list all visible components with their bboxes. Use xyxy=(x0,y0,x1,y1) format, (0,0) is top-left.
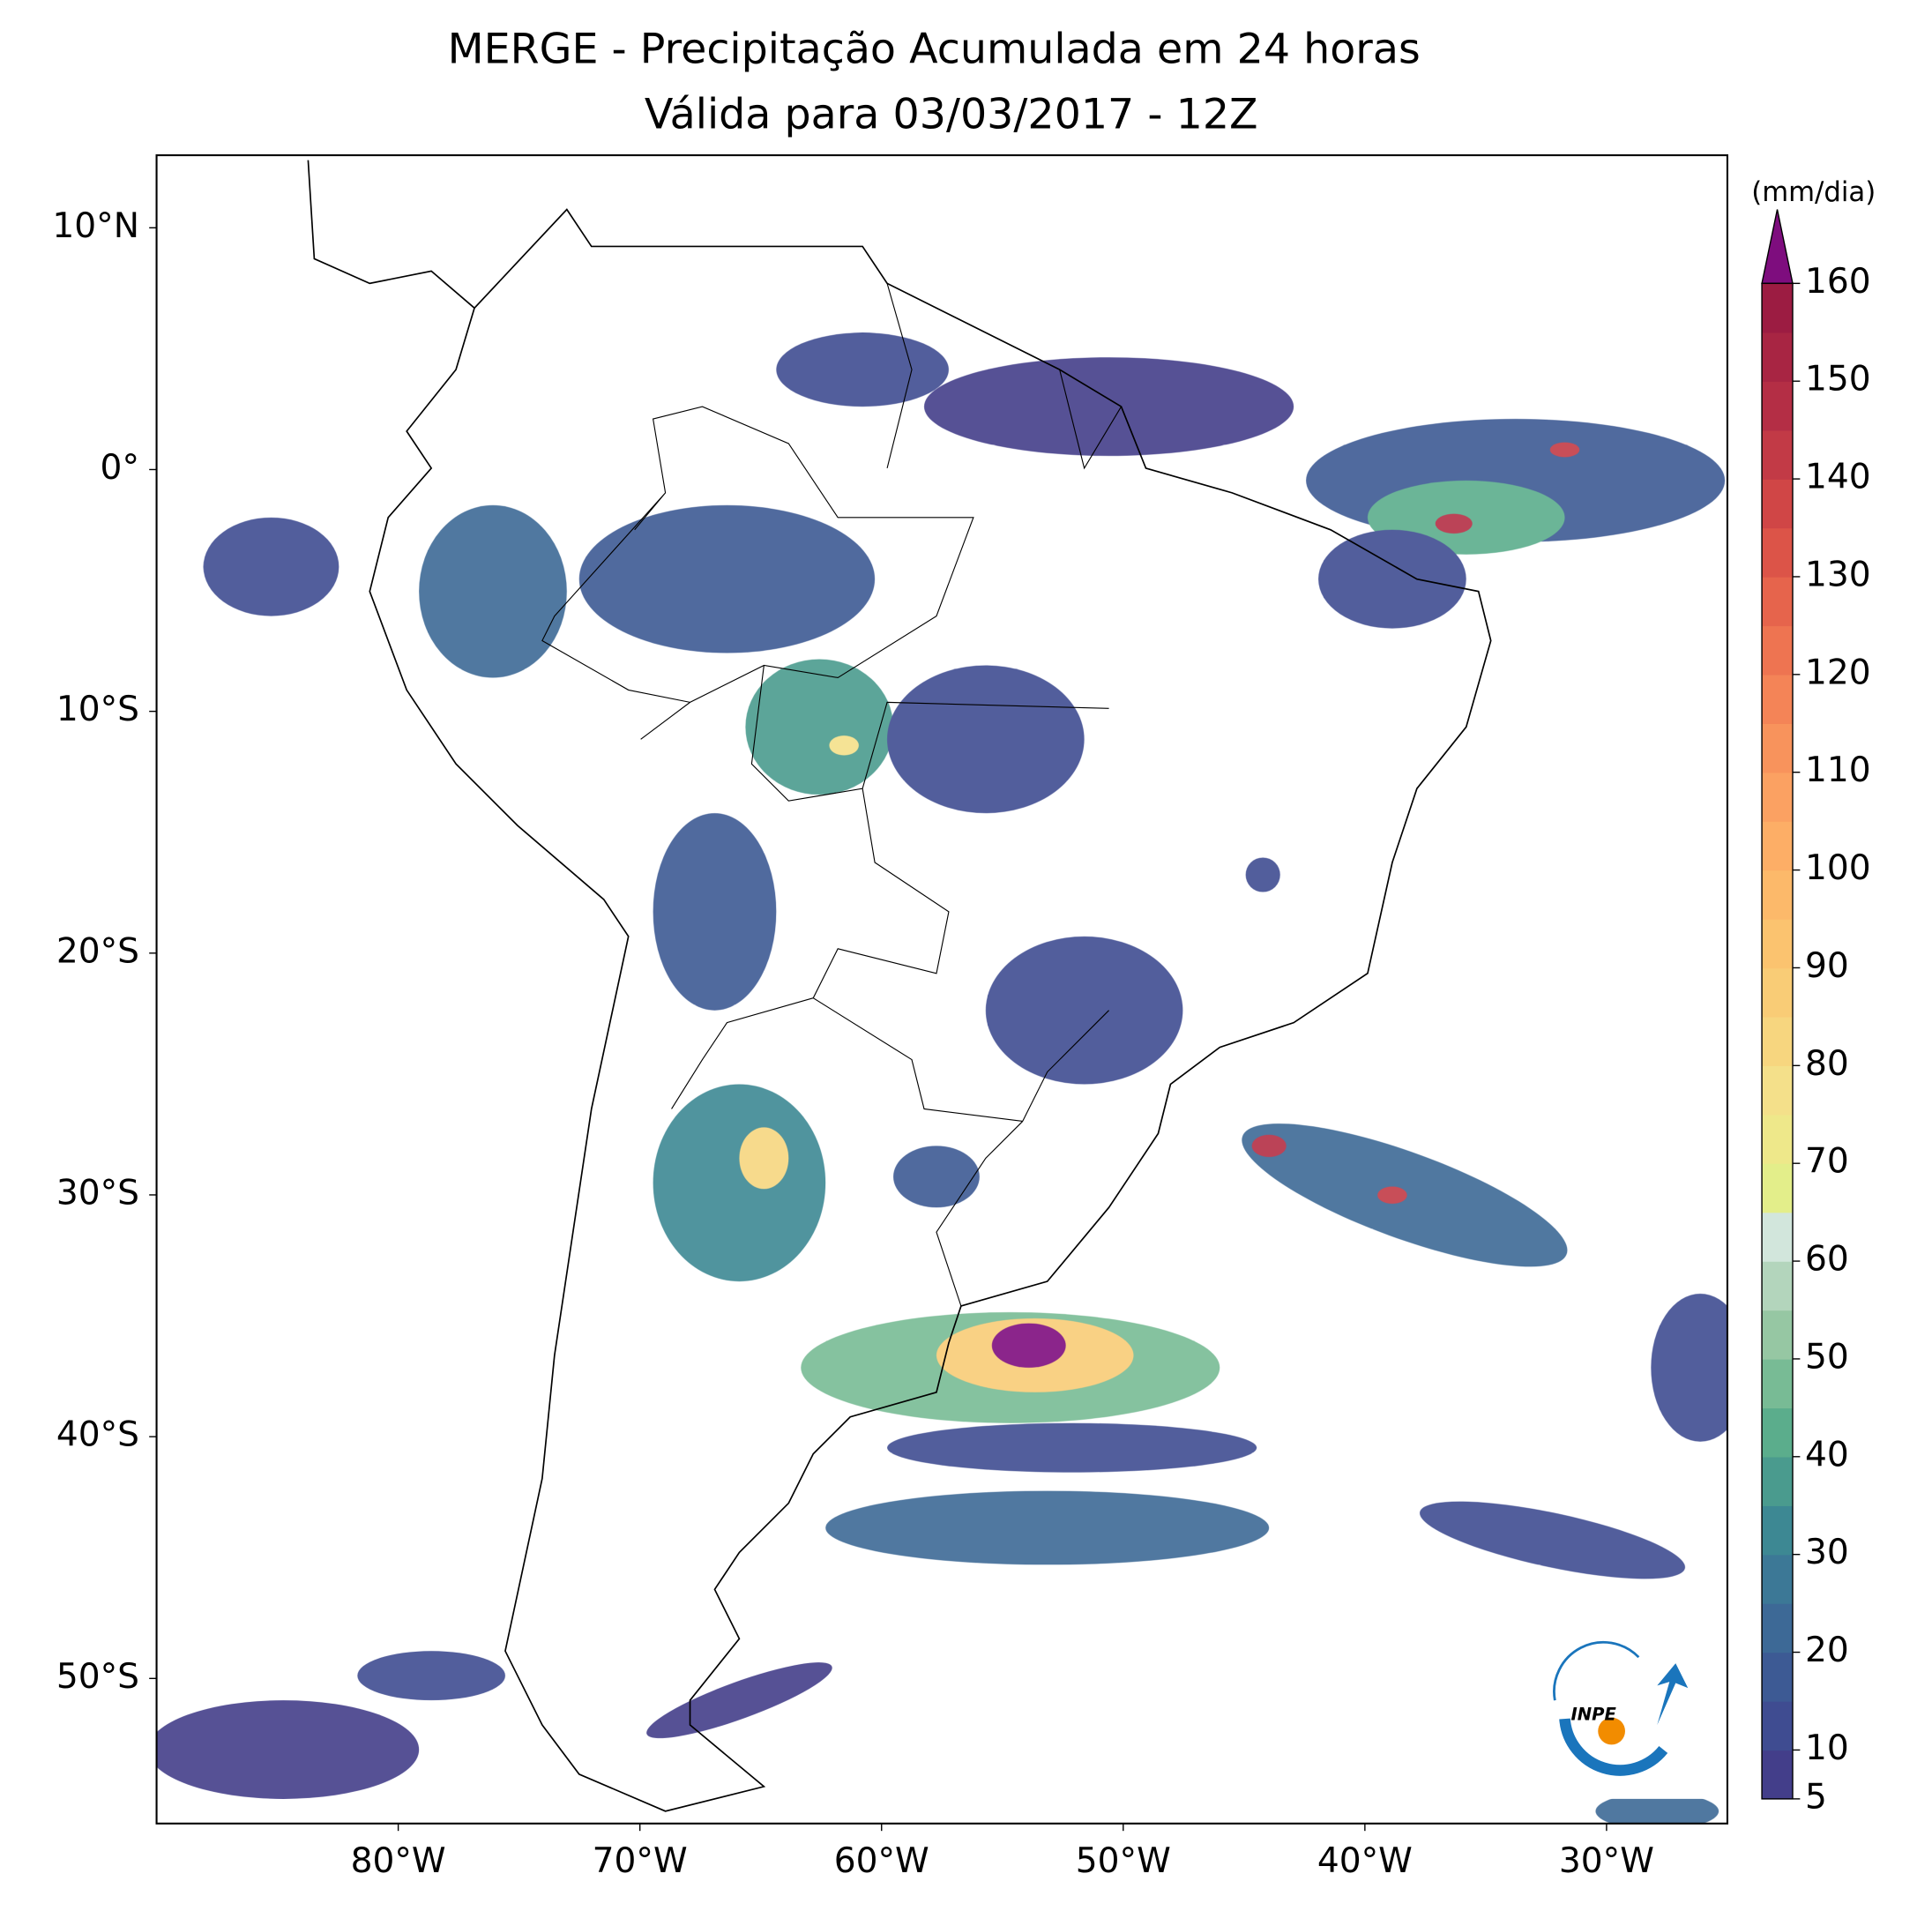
colorbar-segment xyxy=(1762,625,1793,676)
colorbar-segment xyxy=(1762,1212,1793,1262)
borders xyxy=(541,283,1123,1307)
colorbar-segment xyxy=(1762,723,1793,773)
colorbar-segment xyxy=(1762,772,1793,822)
colorbar-tick-label: 130 xyxy=(1805,555,1871,594)
colorbar-tick-label: 100 xyxy=(1805,848,1871,888)
colorbar-tick-label: 20 xyxy=(1805,1631,1849,1670)
subtitle: Válida para 03/03/2017 - 12Z xyxy=(645,91,1258,139)
precipitation-field xyxy=(156,332,1727,1824)
colorbar-tick-label: 140 xyxy=(1805,458,1871,497)
colorbar-tick-label: 60 xyxy=(1805,1240,1849,1280)
colorbar-label: (mm/dia) xyxy=(1751,176,1876,208)
y-tick-label: 0° xyxy=(101,448,139,488)
inpe-logo: INPE xyxy=(1546,1620,1711,1799)
colorbar-segment xyxy=(1762,381,1793,431)
colorbar-segment xyxy=(1762,1554,1793,1604)
colorbar-segment xyxy=(1762,1358,1793,1409)
y-tick-label: 30°S xyxy=(56,1173,139,1213)
colorbar-frame xyxy=(1761,282,1794,1800)
x-tick-label: 80°W xyxy=(351,1841,446,1881)
y-tick-label: 10°S xyxy=(56,690,139,729)
colorbar-tick-label: 40 xyxy=(1805,1435,1849,1474)
colorbar-tick-label: 5 xyxy=(1805,1777,1827,1817)
colorbar-tick-label: 30 xyxy=(1805,1533,1849,1572)
map-area xyxy=(156,155,1727,1824)
x-tick-label: 60°W xyxy=(834,1841,929,1881)
colorbar-tick-label: 70 xyxy=(1805,1142,1849,1182)
colorbar-tick-label: 110 xyxy=(1805,750,1871,790)
colorbar-segment xyxy=(1762,1065,1793,1116)
colorbar-segment xyxy=(1762,1114,1793,1164)
map-frame xyxy=(155,153,1728,1825)
colorbar-segment xyxy=(1762,967,1793,1018)
colorbar-segment xyxy=(1762,479,1793,529)
colorbar-tick-label: 90 xyxy=(1805,946,1849,986)
colorbar-segment xyxy=(1762,1310,1793,1360)
colorbar-segment xyxy=(1762,1016,1793,1067)
colorbar-segment xyxy=(1762,429,1793,480)
y-tick-label: 40°S xyxy=(56,1415,139,1455)
colorbar-segment xyxy=(1762,870,1793,920)
y-tick-label: 10°N xyxy=(52,206,139,246)
x-tick-label: 40°W xyxy=(1317,1841,1413,1881)
colorbar-segment xyxy=(1762,283,1793,333)
colorbar-segment xyxy=(1762,1505,1793,1556)
colorbar-segment xyxy=(1762,1652,1793,1702)
colorbar-tick-label: 10 xyxy=(1805,1728,1849,1768)
colorbar-segment xyxy=(1762,1261,1793,1311)
colorbar-extend xyxy=(1761,209,1794,285)
colorbar-segment xyxy=(1762,1163,1793,1213)
colorbar-segment xyxy=(1762,1456,1793,1506)
colorbar-segment xyxy=(1762,1750,1793,1800)
colorbar-segment xyxy=(1762,919,1793,969)
colorbar-segment xyxy=(1762,1407,1793,1458)
y-tick-label: 20°S xyxy=(56,931,139,971)
colorbar-tick-label: 80 xyxy=(1805,1044,1849,1084)
colorbar-segment xyxy=(1762,1700,1793,1751)
x-tick-label: 70°W xyxy=(593,1841,688,1881)
colorbar-tick-label: 160 xyxy=(1805,262,1871,302)
colorbar-segment xyxy=(1762,674,1793,724)
colorbar-segment xyxy=(1762,576,1793,627)
colorbar-tick-label: 150 xyxy=(1805,360,1871,399)
y-tick-label: 50°S xyxy=(56,1657,139,1697)
x-tick-label: 50°W xyxy=(1076,1841,1171,1881)
title: MERGE - Precipitação Acumulada em 24 hor… xyxy=(448,26,1421,74)
logo-text: INPE xyxy=(1571,1704,1617,1724)
x-tick-label: 30°W xyxy=(1559,1841,1654,1881)
colorbar-segment xyxy=(1762,1603,1793,1653)
colorbar-segment xyxy=(1762,527,1793,578)
colorbar-segment xyxy=(1762,332,1793,382)
colorbar-tick-label: 120 xyxy=(1805,653,1871,692)
colorbar-tick-label: 50 xyxy=(1805,1337,1849,1377)
colorbar-segment xyxy=(1762,821,1793,871)
